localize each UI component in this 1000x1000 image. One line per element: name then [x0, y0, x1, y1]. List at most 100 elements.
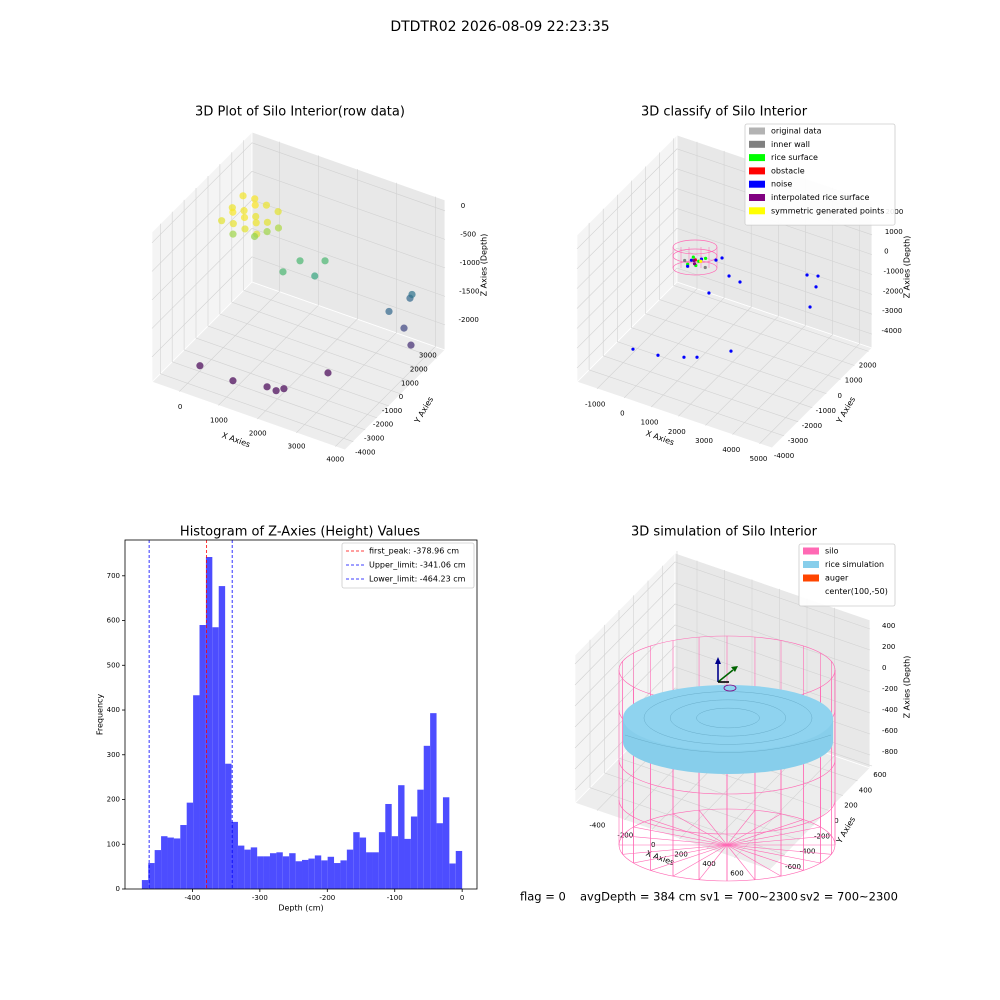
- legend-box: [341, 542, 475, 589]
- point: [400, 324, 408, 332]
- point: [239, 192, 247, 200]
- grid-line: [574, 582, 871, 686]
- legend-box: [798, 543, 896, 607]
- x-tick-label: 200: [674, 850, 687, 858]
- bar: [436, 823, 443, 889]
- bar: [334, 863, 341, 889]
- silo-spoke: [726, 844, 821, 864]
- rice-top: [623, 685, 833, 751]
- bar: [417, 789, 424, 889]
- grid-line: [243, 140, 437, 359]
- bar: [308, 858, 315, 889]
- point: [738, 280, 742, 284]
- y-tick-label: 1000: [401, 379, 419, 387]
- z-tick-label: -500: [460, 230, 476, 238]
- y-axis-label: Frequency: [96, 694, 105, 736]
- z-tick-label: -1000: [884, 268, 904, 276]
- point: [218, 217, 226, 225]
- legend-label: rice simulation: [825, 560, 884, 569]
- bar: [231, 821, 238, 889]
- grid-line: [296, 182, 397, 434]
- z-tick-label: -1000: [460, 259, 480, 267]
- z-tick-label: 200: [882, 643, 895, 651]
- grid-line: [576, 228, 873, 329]
- z-tick-label: 400: [882, 622, 895, 630]
- z-tick-label: 1000: [885, 228, 903, 236]
- bar: [391, 836, 399, 889]
- grid-line: [151, 256, 446, 358]
- point: [720, 256, 724, 260]
- bar: [327, 856, 335, 889]
- bar: [212, 627, 219, 889]
- point: [689, 258, 694, 262]
- point: [229, 230, 237, 238]
- auger-arrow: [731, 666, 738, 672]
- legend-label: obstacle: [771, 166, 805, 175]
- x-tick-label: 1000: [641, 419, 659, 427]
- y-tick-label: -3000: [788, 437, 808, 445]
- axis-label: Y Axies: [834, 395, 857, 425]
- x-tick-label: -200: [617, 831, 633, 839]
- y-tick-label: 0: [838, 392, 842, 400]
- x-tick-label: 0: [178, 403, 182, 411]
- point: [311, 272, 319, 280]
- point: [714, 258, 718, 262]
- point: [699, 259, 703, 263]
- y-tick-label: 3000: [419, 352, 437, 360]
- point: [240, 207, 248, 215]
- grid-line: [673, 138, 869, 352]
- y-tick-label: -2000: [373, 421, 393, 429]
- bar: [263, 856, 270, 889]
- y-tick-label: -1000: [816, 407, 836, 415]
- z-tick-label: -200: [882, 685, 898, 693]
- grid-line: [576, 208, 873, 309]
- y-tick-label: -4000: [774, 452, 794, 460]
- x-tick-label: 4000: [326, 456, 344, 464]
- point: [691, 255, 695, 259]
- legend-label: center(100,-50): [825, 587, 888, 596]
- axis-label: Z Axies (Depth): [480, 234, 489, 297]
- legend-label: auger: [825, 574, 849, 583]
- bar: [186, 802, 194, 889]
- grid-line: [257, 169, 358, 420]
- bar: [225, 763, 232, 889]
- grid-line: [335, 196, 436, 447]
- bar: [314, 855, 322, 889]
- bar: [141, 880, 149, 889]
- silo-spoke: [726, 810, 756, 846]
- z-tick-label: -2000: [459, 316, 479, 324]
- x-tick-label: 4000: [722, 446, 740, 454]
- point: [703, 265, 707, 270]
- point: [727, 274, 731, 278]
- bar: [455, 850, 463, 889]
- bar: [269, 853, 277, 889]
- y-tick-label: 0: [834, 817, 838, 825]
- bar: [257, 856, 264, 889]
- z-tick-label: -2000: [883, 287, 903, 295]
- silo-spoke: [650, 819, 728, 846]
- silo-spoke: [633, 844, 728, 864]
- rice-contour: [696, 707, 760, 729]
- x-tick-label: -400: [184, 894, 200, 902]
- x-tick-label: -1000: [585, 401, 605, 409]
- grid-line: [183, 199, 378, 419]
- point: [695, 355, 699, 359]
- point: [682, 355, 686, 359]
- point: [279, 268, 287, 276]
- silo-spoke: [726, 826, 821, 846]
- y-tick-label: 300: [107, 751, 120, 759]
- legend-box: [744, 123, 896, 226]
- grid-line: [574, 624, 871, 728]
- point: [703, 256, 708, 260]
- point: [240, 213, 249, 222]
- auger-arrow: [715, 657, 721, 664]
- x-tick-label: -100: [387, 894, 403, 902]
- point: [252, 219, 260, 227]
- grid-line: [576, 188, 873, 289]
- point: [324, 369, 332, 377]
- x-tick-label: -200: [319, 894, 335, 902]
- plot-3d: -400-2000200400600-600-400-2000200400600…: [574, 551, 912, 882]
- point: [385, 307, 393, 316]
- point: [229, 208, 237, 216]
